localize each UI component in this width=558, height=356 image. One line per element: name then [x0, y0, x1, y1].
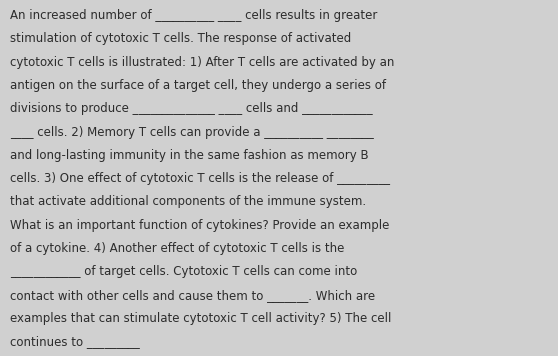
Text: that activate additional components of the immune system.: that activate additional components of t…: [10, 195, 366, 209]
Text: and long-lasting immunity in the same fashion as memory B: and long-lasting immunity in the same fa…: [10, 149, 369, 162]
Text: of a cytokine. 4) Another effect of cytotoxic T cells is the: of a cytokine. 4) Another effect of cyto…: [10, 242, 344, 255]
Text: ____ cells. 2) Memory T cells can provide a __________ ________: ____ cells. 2) Memory T cells can provid…: [10, 126, 374, 138]
Text: cytotoxic T cells is illustrated: 1) After T cells are activated by an: cytotoxic T cells is illustrated: 1) Aft…: [10, 56, 395, 69]
Text: What is an important function of cytokines? Provide an example: What is an important function of cytokin…: [10, 219, 389, 232]
Text: continues to _________: continues to _________: [10, 335, 140, 349]
Text: antigen on the surface of a target cell, they undergo a series of: antigen on the surface of a target cell,…: [10, 79, 386, 92]
Text: divisions to produce ______________ ____ cells and ____________: divisions to produce ______________ ____…: [10, 102, 373, 115]
Text: An increased number of __________ ____ cells results in greater: An increased number of __________ ____ c…: [10, 9, 377, 22]
Text: examples that can stimulate cytotoxic T cell activity? 5) The cell: examples that can stimulate cytotoxic T …: [10, 312, 391, 325]
Text: contact with other cells and cause them to _______. Which are: contact with other cells and cause them …: [10, 289, 375, 302]
Text: stimulation of cytotoxic T cells. The response of activated: stimulation of cytotoxic T cells. The re…: [10, 32, 352, 45]
Text: ____________ of target cells. Cytotoxic T cells can come into: ____________ of target cells. Cytotoxic …: [10, 266, 357, 278]
Text: cells. 3) One effect of cytotoxic T cells is the release of _________: cells. 3) One effect of cytotoxic T cell…: [10, 172, 390, 185]
